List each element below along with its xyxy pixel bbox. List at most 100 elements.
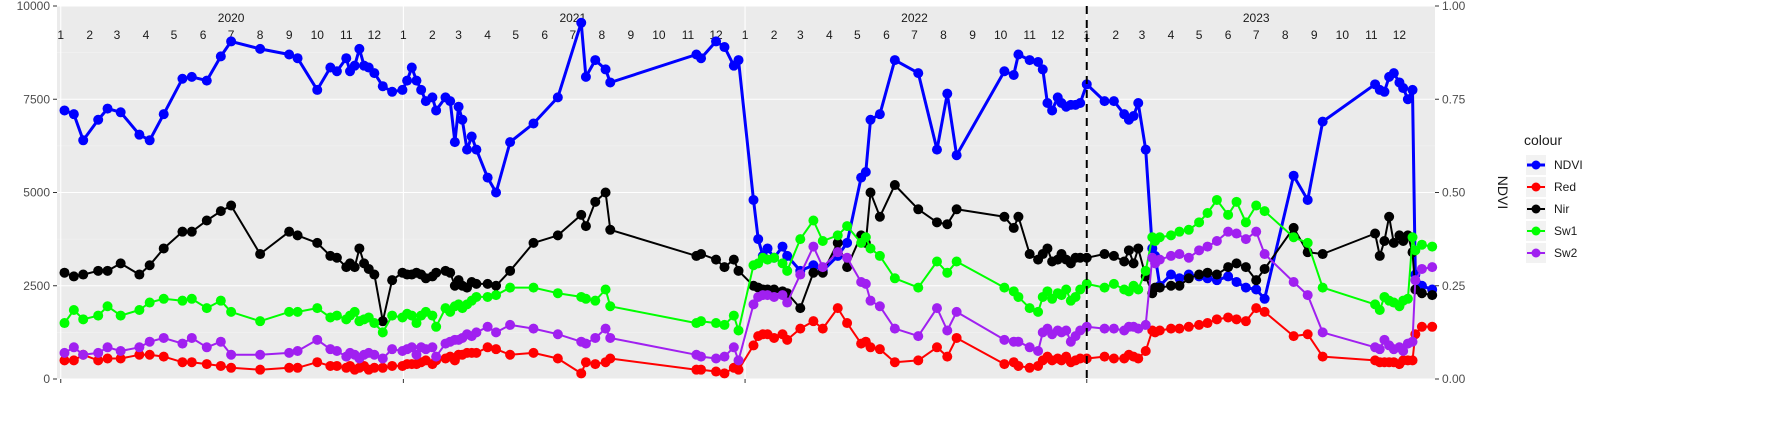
legend-key-point xyxy=(1531,160,1541,170)
data-point xyxy=(1042,286,1053,297)
data-point xyxy=(865,243,876,254)
data-point xyxy=(177,73,188,84)
data-point xyxy=(889,323,900,334)
month-label: 8 xyxy=(598,28,605,42)
data-point xyxy=(471,291,482,302)
data-point xyxy=(1013,291,1024,302)
data-point xyxy=(576,209,587,220)
month-label: 7 xyxy=(911,28,918,42)
data-point xyxy=(1223,226,1234,237)
data-point xyxy=(1317,327,1328,338)
month-label: 4 xyxy=(826,28,833,42)
month-label: 6 xyxy=(883,28,890,42)
data-point xyxy=(292,362,303,373)
data-point xyxy=(1211,194,1222,205)
data-point xyxy=(777,258,788,269)
legend-item-red: Red xyxy=(1526,177,1576,197)
data-point xyxy=(1013,49,1024,60)
data-point xyxy=(284,226,295,237)
data-point xyxy=(397,84,408,95)
data-point xyxy=(387,360,398,371)
month-label: 11 xyxy=(682,28,695,42)
data-point xyxy=(808,215,819,226)
data-point xyxy=(115,107,126,118)
data-point xyxy=(782,265,793,276)
data-point xyxy=(1128,258,1139,269)
data-point xyxy=(605,332,616,343)
data-point xyxy=(102,265,113,276)
data-point xyxy=(865,187,876,198)
data-point xyxy=(387,344,398,355)
legend-key-point xyxy=(1531,204,1541,214)
data-point xyxy=(1194,217,1205,228)
legend-label: Nir xyxy=(1554,202,1569,216)
data-point xyxy=(874,250,885,261)
data-point xyxy=(369,318,380,329)
month-label: 7 xyxy=(1253,28,1260,42)
data-point xyxy=(284,306,295,317)
data-point xyxy=(865,295,876,306)
data-point xyxy=(158,293,169,304)
data-point xyxy=(913,282,924,293)
data-point xyxy=(769,284,780,295)
month-label: 12 xyxy=(1051,28,1065,42)
data-point xyxy=(1061,325,1072,336)
data-point xyxy=(1251,226,1262,237)
data-point xyxy=(795,269,806,280)
data-point xyxy=(728,342,739,353)
data-point xyxy=(1302,290,1313,301)
data-point xyxy=(1398,346,1409,357)
data-point xyxy=(491,344,502,355)
data-point xyxy=(505,282,516,293)
month-label: 2 xyxy=(429,28,436,42)
month-label: 5 xyxy=(854,28,861,42)
data-point xyxy=(552,230,563,241)
data-point xyxy=(860,278,871,289)
data-point xyxy=(387,310,398,321)
data-point xyxy=(354,243,365,254)
data-point xyxy=(1288,331,1299,342)
data-point xyxy=(78,314,89,325)
data-point xyxy=(144,336,155,347)
data-point xyxy=(605,224,616,235)
data-point xyxy=(462,144,473,155)
data-point xyxy=(711,366,722,377)
y-tick-label-left: 5000 xyxy=(23,186,50,200)
data-point xyxy=(1416,288,1427,299)
data-point xyxy=(795,234,806,245)
data-point xyxy=(102,301,113,312)
data-point xyxy=(505,265,516,276)
data-point xyxy=(1174,323,1185,334)
data-point xyxy=(1042,243,1053,254)
data-point xyxy=(1402,94,1413,105)
data-point xyxy=(719,262,730,273)
data-point xyxy=(865,114,876,125)
data-point xyxy=(860,166,871,177)
data-point xyxy=(728,254,739,265)
month-label: 11 xyxy=(1365,28,1378,42)
data-point xyxy=(387,86,398,97)
data-point xyxy=(505,349,516,360)
data-point xyxy=(1033,306,1044,317)
data-point xyxy=(292,230,303,241)
data-point xyxy=(782,297,793,308)
y-tick-label-left: 0 xyxy=(43,372,50,386)
data-point xyxy=(1202,318,1213,329)
data-point xyxy=(491,327,502,338)
data-point xyxy=(226,306,237,317)
data-point xyxy=(1240,282,1251,293)
legend-item-sw2: Sw2 xyxy=(1526,243,1578,263)
data-point xyxy=(186,357,197,368)
data-point xyxy=(528,282,539,293)
data-point xyxy=(1108,278,1119,289)
data-point xyxy=(696,364,707,375)
data-point xyxy=(951,204,962,215)
data-point xyxy=(889,55,900,66)
data-point xyxy=(817,262,828,273)
data-point xyxy=(889,273,900,284)
data-point xyxy=(580,221,591,232)
legend-label: Sw1 xyxy=(1554,224,1578,238)
data-point xyxy=(942,351,953,362)
data-point xyxy=(369,362,380,373)
data-point xyxy=(711,318,722,329)
